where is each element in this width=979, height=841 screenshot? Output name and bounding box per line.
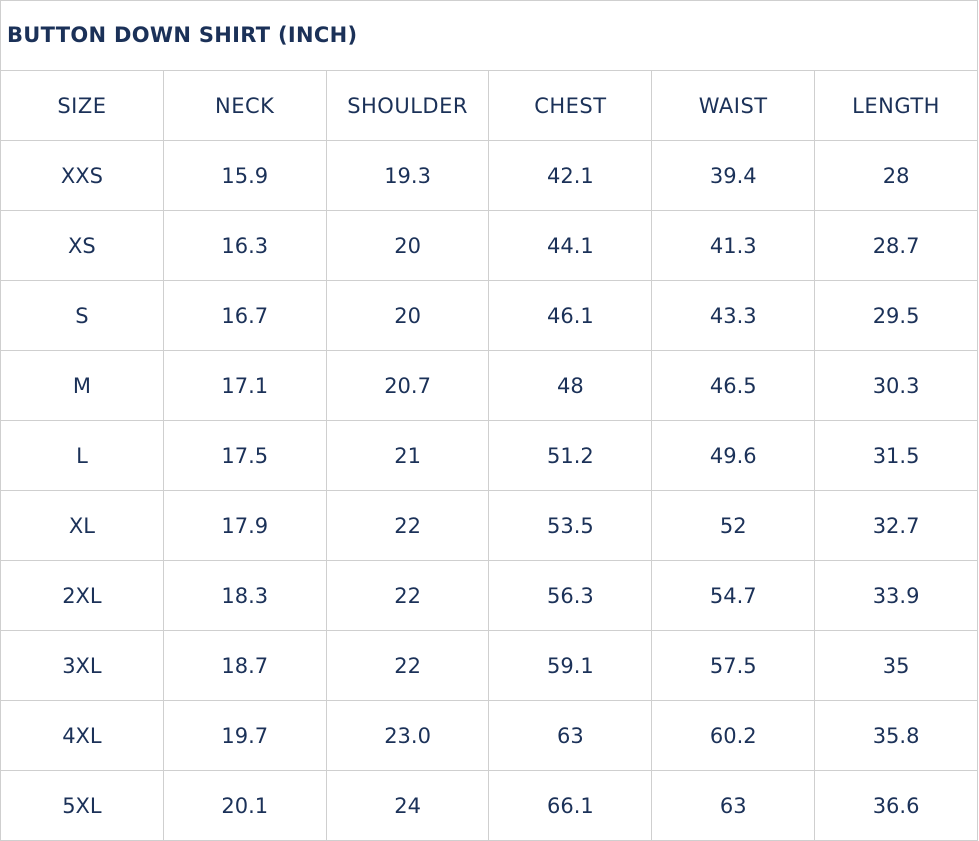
cell-neck: 16.7 [162, 280, 327, 351]
table-row: L 17.5 21 51.2 49.6 31.5 [0, 420, 978, 491]
cell-size: 5XL [0, 770, 164, 841]
cell-size: 3XL [0, 630, 164, 701]
cell-waist: 43.3 [651, 280, 816, 351]
cell-waist: 39.4 [651, 140, 816, 211]
column-header-waist: WAIST [651, 71, 816, 141]
cell-neck: 18.3 [162, 560, 327, 631]
cell-neck: 17.9 [162, 490, 327, 561]
cell-size: 2XL [0, 560, 164, 631]
cell-shoulder: 22 [325, 560, 490, 631]
cell-chest: 46.1 [488, 280, 653, 351]
cell-neck: 17.5 [162, 420, 327, 491]
table-row: XS 16.3 20 44.1 41.3 28.7 [0, 210, 978, 281]
cell-chest: 51.2 [488, 420, 653, 491]
cell-length: 35 [814, 630, 978, 701]
cell-length: 36.6 [814, 770, 978, 841]
table-row: 5XL 20.1 24 66.1 63 36.6 [0, 770, 978, 841]
cell-shoulder: 21 [325, 420, 490, 491]
cell-waist: 60.2 [651, 700, 816, 771]
cell-length: 28.7 [814, 210, 978, 281]
column-header-neck: NECK [162, 71, 327, 141]
table-row: XL 17.9 22 53.5 52 32.7 [0, 490, 978, 561]
header-row: SIZE NECK SHOULDER CHEST WAIST LENGTH [0, 71, 978, 141]
cell-neck: 15.9 [162, 140, 327, 211]
column-header-length: LENGTH [814, 71, 978, 141]
cell-chest: 42.1 [488, 140, 653, 211]
cell-neck: 18.7 [162, 630, 327, 701]
column-header-chest: CHEST [488, 71, 653, 141]
cell-neck: 19.7 [162, 700, 327, 771]
cell-chest: 56.3 [488, 560, 653, 631]
column-header-shoulder: SHOULDER [325, 71, 490, 141]
cell-length: 28 [814, 140, 978, 211]
cell-length: 29.5 [814, 280, 978, 351]
cell-shoulder: 20 [325, 280, 490, 351]
cell-chest: 53.5 [488, 490, 653, 561]
table-row: M 17.1 20.7 48 46.5 30.3 [0, 350, 978, 421]
cell-length: 30.3 [814, 350, 978, 421]
cell-shoulder: 22 [325, 490, 490, 561]
table-row: S 16.7 20 46.1 43.3 29.5 [0, 280, 978, 351]
cell-chest: 66.1 [488, 770, 653, 841]
table-row: 4XL 19.7 23.0 63 60.2 35.8 [0, 700, 978, 771]
cell-waist: 41.3 [651, 210, 816, 281]
cell-size: L [0, 420, 164, 491]
cell-chest: 48 [488, 350, 653, 421]
cell-chest: 63 [488, 700, 653, 771]
cell-shoulder: 23.0 [325, 700, 490, 771]
cell-shoulder: 22 [325, 630, 490, 701]
cell-shoulder: 20 [325, 210, 490, 281]
cell-neck: 17.1 [162, 350, 327, 421]
chart-title: BUTTON DOWN SHIRT (INCH) [1, 1, 977, 71]
column-header-size: SIZE [0, 71, 164, 141]
cell-neck: 20.1 [162, 770, 327, 841]
size-table: SIZE NECK SHOULDER CHEST WAIST LENGTH XXS 15.9… [0, 71, 978, 841]
cell-chest: 59.1 [488, 630, 653, 701]
cell-length: 31.5 [814, 420, 978, 491]
table-row: XXS 15.9 19.3 42.1 39.4 28 [0, 140, 978, 211]
table-row: 3XL 18.7 22 59.1 57.5 35 [0, 630, 978, 701]
cell-neck: 16.3 [162, 210, 327, 281]
cell-length: 35.8 [814, 700, 978, 771]
cell-waist: 57.5 [651, 630, 816, 701]
cell-size: XXS [0, 140, 164, 211]
cell-size: XL [0, 490, 164, 561]
cell-waist: 54.7 [651, 560, 816, 631]
cell-waist: 52 [651, 490, 816, 561]
cell-length: 32.7 [814, 490, 978, 561]
table-row: 2XL 18.3 22 56.3 54.7 33.9 [0, 560, 978, 631]
cell-shoulder: 20.7 [325, 350, 490, 421]
cell-size: 4XL [0, 700, 164, 771]
cell-shoulder: 19.3 [325, 140, 490, 211]
cell-length: 33.9 [814, 560, 978, 631]
cell-chest: 44.1 [488, 210, 653, 281]
cell-waist: 46.5 [651, 350, 816, 421]
cell-size: XS [0, 210, 164, 281]
cell-size: S [0, 280, 164, 351]
cell-waist: 63 [651, 770, 816, 841]
cell-waist: 49.6 [651, 420, 816, 491]
cell-shoulder: 24 [325, 770, 490, 841]
cell-size: M [0, 350, 164, 421]
